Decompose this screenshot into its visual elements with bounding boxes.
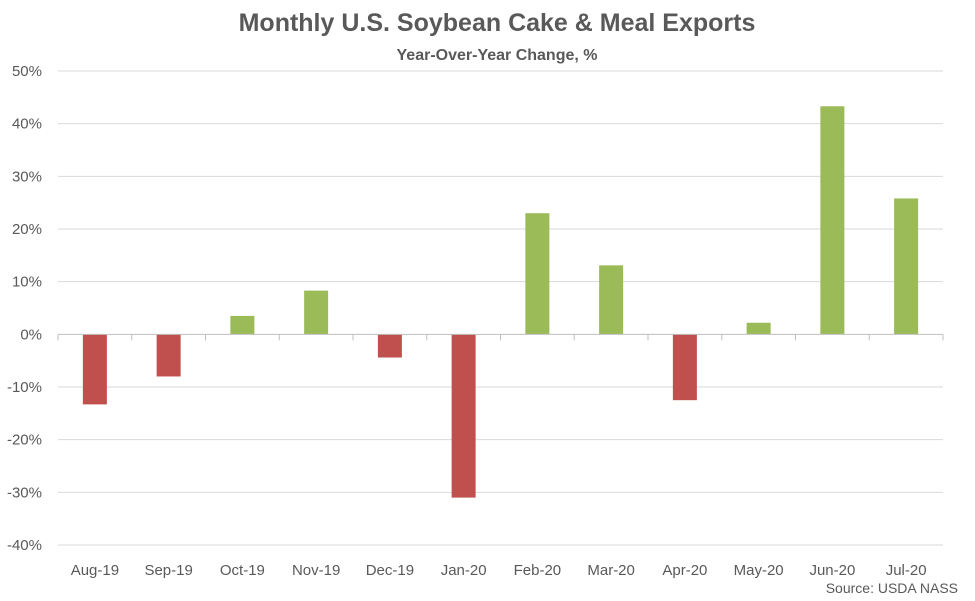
x-tick-label: May-20	[734, 562, 784, 579]
x-tick-label: Apr-20	[662, 562, 707, 579]
gridlines	[58, 70, 943, 546]
y-tick-label: 0%	[20, 326, 42, 343]
bar-nov-19	[304, 290, 329, 335]
bar-mar-20	[599, 265, 624, 335]
bar-apr-20	[672, 334, 697, 401]
bar-aug-19	[82, 334, 107, 405]
chart-title: Monthly U.S. Soybean Cake & Meal Exports	[239, 9, 756, 37]
x-tick-label: Aug-19	[71, 562, 119, 579]
x-tick-label: Feb-20	[514, 562, 562, 579]
x-tick-label: Jan-20	[441, 562, 487, 579]
x-tick-label: Mar-20	[587, 562, 635, 579]
y-tick-label: -20%	[7, 432, 42, 449]
bar-sep-19	[156, 334, 181, 377]
x-tick-label: Oct-19	[220, 562, 265, 579]
chart-subtitle: Year-Over-Year Change, %	[397, 47, 598, 64]
y-tick-label: 20%	[12, 221, 42, 238]
bar-jul-20	[894, 198, 919, 335]
bar-dec-19	[377, 334, 402, 358]
bar-may-20	[746, 322, 771, 335]
x-tick-label: Dec-19	[366, 562, 414, 579]
y-tick-label: 50%	[12, 63, 42, 80]
bar-jun-20	[820, 106, 845, 335]
x-tick-label: Sep-19	[144, 562, 192, 579]
bar-feb-20	[525, 213, 550, 335]
x-tick-label: Nov-19	[292, 562, 340, 579]
x-axis	[57, 333, 944, 341]
bar-jan-20	[451, 334, 476, 498]
y-tick-label: 40%	[12, 116, 42, 133]
y-tick-label: -30%	[7, 484, 42, 501]
y-tick-label: -40%	[7, 537, 42, 554]
y-tick-label: 10%	[12, 274, 42, 291]
bar-oct-19	[230, 315, 255, 335]
y-axis-tick-labels: 50% 40% 30% 20% 10% 0% -10% -20% -30% -40%	[7, 63, 42, 554]
y-tick-label: -10%	[7, 379, 42, 396]
bars	[82, 106, 919, 498]
x-axis-tick-labels: Aug-19 Sep-19 Oct-19 Nov-19 Dec-19 Jan-20 Feb-…	[71, 562, 927, 579]
source-note: Source: USDA NASS	[826, 580, 958, 596]
x-tick-label: Jun-20	[809, 562, 855, 579]
x-tick-label: Jul-20	[886, 562, 927, 579]
y-tick-label: 30%	[12, 168, 42, 185]
